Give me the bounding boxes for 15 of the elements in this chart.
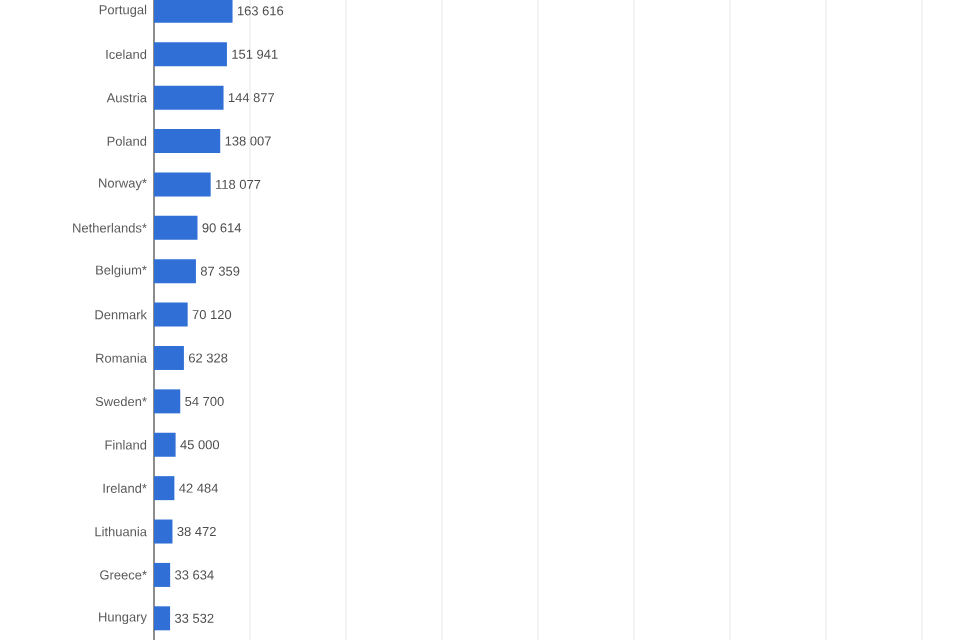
bar (154, 432, 176, 457)
bar (154, 85, 224, 110)
bar (154, 519, 173, 544)
bar (154, 476, 175, 501)
bar (154, 389, 181, 414)
bar (154, 302, 188, 327)
bar (154, 0, 233, 23)
bar (154, 172, 211, 197)
bar (154, 345, 184, 370)
bar (154, 42, 227, 67)
bar (154, 215, 198, 240)
bar (154, 259, 196, 284)
bar (154, 606, 171, 631)
bar (154, 129, 221, 154)
bar (154, 562, 171, 587)
